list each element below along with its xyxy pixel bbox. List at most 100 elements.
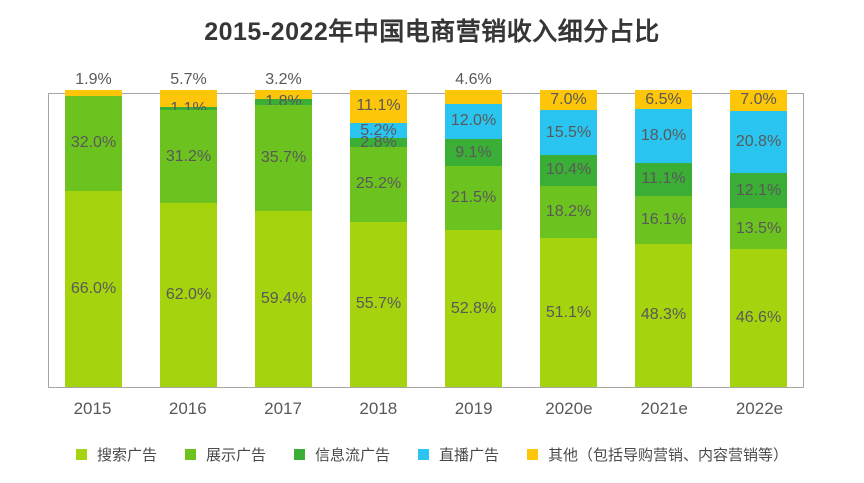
chart-title: 2015-2022年中国电商营销收入细分占比: [204, 18, 660, 46]
segment-2017-展示广告: 35.7%: [255, 104, 312, 211]
segment-2019-直播广告: 12.0%: [445, 103, 502, 140]
bar-2015: 1.9% 32.0% 66.0%: [65, 71, 122, 387]
legend-label: 展示广告: [205, 447, 266, 464]
value-label: 59.4%: [260, 289, 307, 307]
value-label: 31.2%: [165, 147, 212, 165]
x-axis-label-2018: 2018: [359, 399, 398, 418]
x-axis-label-2019: 2019: [454, 399, 493, 418]
segment-2021e-展示广告: 16.1%: [635, 195, 692, 244]
segment-2020e-搜索广告: 51.1%: [540, 238, 597, 387]
legend-item-搜索广告: 搜索广告: [75, 444, 157, 465]
x-axis-label-2016: 2016: [168, 399, 207, 418]
value-label: 2.8%: [360, 133, 397, 151]
value-label: 18.2%: [545, 203, 592, 221]
x-axis-label-2017: 2017: [264, 399, 302, 418]
segment-2019-其他（包括导购营销、内容营销等）: [445, 90, 502, 104]
legend-marker-icon: [293, 449, 305, 460]
value-label: 7.0%: [740, 91, 777, 109]
legend-marker-icon: [418, 449, 429, 460]
segment-2015-搜索广告: 66.0%: [65, 190, 122, 387]
bar-2021e: 6.5% 18.0% 11.1% 16.1% 48.3%: [635, 90, 692, 387]
bar-2016: 5.7% 1.1% 31.2% 62.0%: [160, 71, 217, 387]
bar-2017: 3.2% 1.8% 35.7% 59.4%: [255, 71, 312, 387]
bar-2019: 4.6% 12.0% 9.1% 21.5% 52.8%: [445, 71, 502, 387]
legend-marker-icon: [184, 449, 196, 460]
segment-2020e-其他（包括导购营销、内容营销等）: 7.0%: [540, 90, 597, 111]
x-axis-label-2020e: 2020e: [545, 399, 593, 418]
segment-2019-信息流广告: 9.1%: [445, 139, 502, 167]
value-label: 55.7%: [355, 295, 402, 313]
legend-label: 直播广告: [439, 447, 500, 464]
legend-item-信息流广告: 信息流广告: [293, 444, 390, 465]
segment-2022e-展示广告: 13.5%: [730, 208, 787, 249]
segment-2022e-信息流广告: 12.1%: [730, 172, 787, 209]
segment-2020e-展示广告: 18.2%: [540, 185, 597, 239]
value-label: 25.2%: [355, 175, 402, 193]
segment-2018-展示广告: 25.2%: [350, 146, 407, 222]
value-label: 9.1%: [455, 143, 492, 161]
x-axis-label-2021e: 2021e: [640, 399, 688, 418]
x-axis-label-2015: 2015: [73, 399, 112, 418]
value-label: 11.1%: [356, 97, 401, 115]
value-label-outside: 3.2%: [265, 71, 302, 88]
segment-2016-搜索广告: 62.0%: [160, 202, 217, 387]
legend-label: 搜索广告: [96, 447, 157, 464]
segment-2022e-搜索广告: 46.6%: [730, 248, 787, 387]
value-label: 66.0%: [70, 279, 117, 297]
segment-2021e-搜索广告: 48.3%: [635, 243, 692, 387]
value-label: 5.2%: [360, 121, 397, 139]
value-label: 11.1%: [641, 170, 686, 188]
segment-2016-展示广告: 31.2%: [160, 110, 217, 203]
bar-2020e: 7.0% 15.5% 10.4% 18.2% 51.1%: [540, 90, 597, 387]
value-label-outside: 1.9%: [75, 71, 112, 88]
segment-2019-搜索广告: 52.8%: [445, 230, 502, 387]
bars-container: 1.9% 32.0% 66.0% 5.7% 1.1% 31.2% 62.0% 3.2% 1.8%…: [49, 71, 803, 387]
value-label: 12.0%: [450, 112, 497, 130]
legend-marker-icon: [527, 449, 539, 460]
legend-label: 其他（包括导购营销、内容营销等）: [548, 447, 789, 464]
value-label: 21.5%: [450, 189, 497, 207]
value-label: 18.0%: [640, 127, 687, 145]
x-axis-labels: 2015 2016 2017 2018 2019 2020e 2021e 2022e: [48, 399, 804, 419]
value-label: 13.5%: [735, 219, 782, 237]
segment-2018-信息流广告: 2.8%: [350, 134, 407, 150]
legend-label: 信息流广告: [314, 447, 390, 464]
segment-2015-其他（包括导购营销、内容营销等）: [65, 90, 122, 96]
value-label: 20.8%: [735, 132, 782, 150]
segment-2018-其他（包括导购营销、内容营销等）: 11.1%: [350, 90, 407, 123]
value-label: 52.8%: [450, 299, 497, 317]
plot-area: 1.9% 32.0% 66.0% 5.7% 1.1% 31.2% 62.0% 3.2% 1.8%…: [48, 71, 804, 388]
bar-2018: 11.1% 5.2% 2.8% 25.2% 55.7%: [350, 90, 407, 387]
segment-2022e-直播广告: 20.8%: [730, 110, 787, 173]
segment-2021e-其他（包括导购营销、内容营销等）: 6.5%: [635, 90, 692, 110]
legend-item-展示广告: 展示广告: [184, 444, 266, 465]
segment-2018-直播广告: 5.2%: [350, 121, 407, 139]
value-label: 12.1%: [735, 181, 782, 199]
value-label: 32.0%: [70, 134, 117, 152]
segment-2017-其他（包括导购营销、内容营销等）: [255, 90, 312, 100]
segment-2018-搜索广告: 55.7%: [350, 221, 407, 387]
value-label: 10.4%: [545, 161, 592, 179]
legend: 搜索广告 展示广告 信息流广告 直播广告 其他（包括导购营销、内容营销等）: [0, 444, 864, 465]
segment-2022e-其他（包括导购营销、内容营销等）: 7.0%: [730, 90, 787, 111]
segment-2017-搜索广告: 59.4%: [255, 210, 312, 387]
value-label-outside: 4.6%: [455, 71, 492, 88]
legend-item-直播广告: 直播广告: [418, 444, 499, 465]
legend-marker-icon: [75, 449, 87, 460]
value-label: 15.5%: [545, 123, 592, 141]
segment-2021e-直播广告: 18.0%: [635, 109, 692, 163]
legend-item-其他（包括导购营销、内容营销等）: 其他（包括导购营销、内容营销等）: [527, 444, 788, 465]
value-label: 7.0%: [550, 91, 587, 109]
value-label: 62.0%: [165, 285, 212, 303]
segment-2020e-直播广告: 15.5%: [540, 110, 597, 156]
value-label: 48.3%: [640, 306, 687, 324]
segment-2016-其他（包括导购营销、内容营销等）: [160, 90, 217, 107]
value-label-outside: 5.7%: [170, 71, 207, 88]
segment-2020e-信息流广告: 10.4%: [540, 155, 597, 186]
x-axis-label-2022e: 2022e: [735, 399, 784, 418]
segment-2021e-信息流广告: 11.1%: [635, 162, 692, 196]
segment-2015-展示广告: 32.0%: [65, 95, 122, 191]
bar-2022e: 7.0% 20.8% 12.1% 13.5% 46.6%: [730, 90, 787, 387]
value-label: 46.6%: [735, 308, 782, 326]
value-label: 35.7%: [260, 148, 307, 166]
